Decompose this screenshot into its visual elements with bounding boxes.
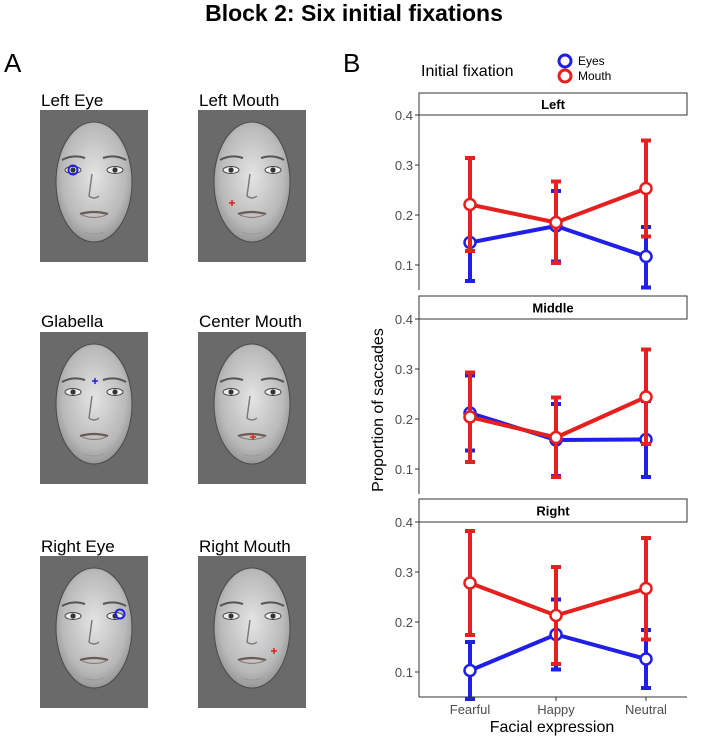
legend-mouth: Mouth: [557, 68, 611, 84]
facet-strip-label: Middle: [532, 301, 573, 316]
y-tick-label: 0.4: [395, 108, 413, 123]
y-tick-label: 0.4: [395, 515, 413, 530]
facet-panels: Left 0.1 0.2 0.3 0.4 Middle 0.1 0.2 0.3 0.4 Right 0…: [395, 92, 688, 717]
data-point: [639, 652, 653, 666]
x-tick-label: Neutral: [625, 702, 667, 717]
face-image-left-mouth: [198, 110, 306, 262]
y-tick-label: 0.1: [395, 665, 413, 680]
legend-eyes-label: Eyes: [578, 54, 605, 68]
panel-a-letter: A: [4, 48, 22, 78]
face-image-glabella: [40, 332, 148, 484]
face-illustration: [40, 332, 148, 484]
face-illustration: [198, 556, 306, 708]
x-axis-label: Facial expression: [490, 719, 615, 736]
data-point: [639, 581, 653, 596]
face-illustration: [198, 110, 306, 262]
y-tick-label: 0.4: [395, 312, 413, 327]
y-tick-label: 0.2: [395, 412, 413, 427]
legend-mouth-label: Mouth: [578, 69, 611, 83]
y-tick-label: 0.1: [395, 462, 413, 477]
figure-title: Block 2: Six initial fixations: [205, 0, 503, 26]
face-label-left-eye: Left Eye: [41, 91, 104, 110]
y-tick-label: 0.1: [395, 258, 413, 273]
legend-title: Initial fixation: [421, 63, 514, 80]
y-tick-label: 0.3: [395, 565, 413, 580]
data-point: [639, 390, 653, 404]
series-mouth: [463, 529, 653, 666]
x-tick-label: Happy: [537, 702, 575, 717]
panel-b-letter: B: [343, 48, 361, 78]
face-label-glabella: Glabella: [41, 312, 104, 331]
series-mouth: [463, 347, 653, 479]
face-illustration: [40, 110, 148, 262]
data-point: [463, 663, 477, 678]
data-point: [463, 410, 477, 424]
data-point: [549, 215, 563, 230]
y-tick-label: 0.2: [395, 208, 413, 223]
legend-eyes-marker: [557, 53, 573, 69]
facet-middle: Middle 0.1 0.2 0.3 0.4: [395, 295, 688, 494]
facet-strip: [418, 295, 688, 320]
data-point: [549, 608, 563, 623]
face-image-right-eye: [40, 556, 148, 708]
face-label-left-mouth: Left Mouth: [199, 91, 280, 110]
face-label-right-mouth: Right Mouth: [199, 537, 291, 556]
data-point: [639, 181, 653, 196]
facet-strip: [418, 498, 688, 523]
data-point: [549, 430, 563, 445]
data-point: [463, 576, 477, 590]
y-tick-label: 0.2: [395, 615, 413, 630]
face-image-right-mouth: [198, 556, 306, 708]
data-point: [463, 197, 477, 212]
y-tick-label: 0.3: [395, 362, 413, 377]
x-tick-label: Fearful: [450, 702, 491, 717]
face-illustration: [198, 332, 306, 484]
legend-mouth-marker: [557, 68, 573, 84]
facet-strip-label: Left: [541, 97, 566, 112]
y-tick-label: 0.3: [395, 158, 413, 173]
facet-right: Right 0.1 0.2 0.3 0.4 Fearful Happy Neutral: [395, 498, 688, 717]
facet-left: Left 0.1 0.2 0.3 0.4: [395, 92, 688, 290]
face-image-left-eye: [40, 110, 148, 262]
y-axis-label: Proportion of saccades: [370, 328, 387, 492]
facet-strip: [418, 92, 688, 116]
face-image-center-mouth: [198, 332, 306, 484]
face-illustration: [40, 556, 148, 708]
face-label-right-eye: Right Eye: [41, 537, 115, 556]
series-mouth: [463, 138, 653, 265]
legend-eyes: Eyes: [557, 53, 605, 69]
data-point: [639, 249, 653, 264]
face-label-center-mouth: Center Mouth: [199, 312, 302, 331]
facet-strip-label: Right: [536, 504, 570, 519]
